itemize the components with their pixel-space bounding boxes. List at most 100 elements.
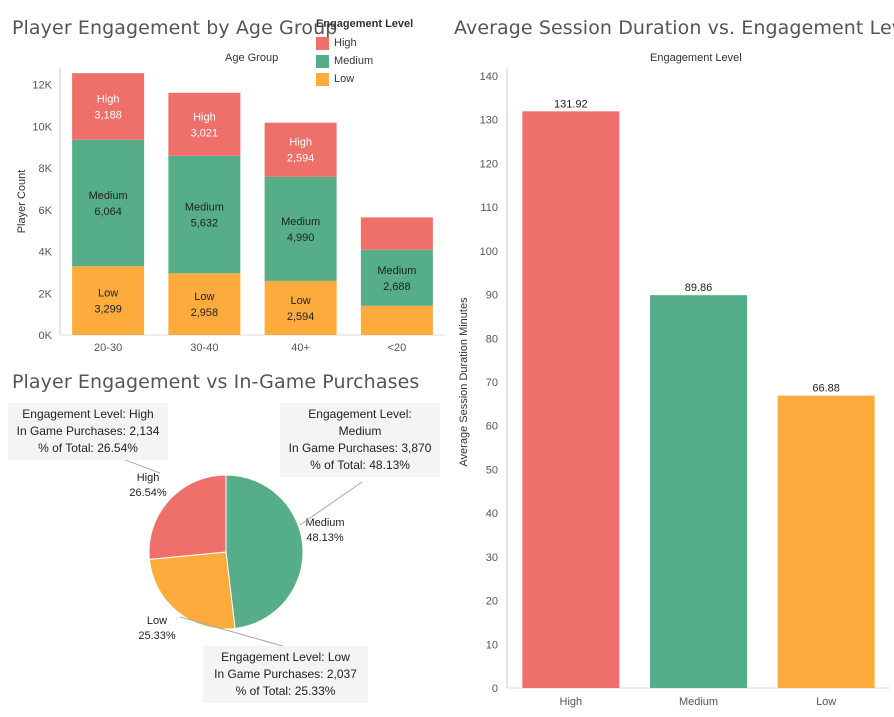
pie-label-category: High	[137, 472, 160, 484]
stacked-chart-title: Player Engagement by Age Group	[12, 17, 338, 39]
segment-label: Medium	[89, 190, 128, 202]
bar-20-30-medium[interactable]	[72, 139, 145, 267]
segment-label: Medium	[281, 216, 320, 228]
legend-swatch-low	[316, 72, 329, 86]
y-tick-label: 40	[486, 508, 498, 520]
segment-label: 2,594	[287, 311, 315, 323]
segment-label: High	[289, 137, 312, 149]
segment-label: High	[97, 93, 120, 105]
y-tick-label: 10K	[32, 121, 52, 133]
tooltip-line: In Game Purchases: 2,037	[214, 667, 357, 681]
legend-item-low[interactable]: Low	[316, 70, 413, 88]
tooltip-low: Engagement Level: Low In Game Purchases: …	[203, 646, 368, 703]
legend-title: Engagement Level	[316, 18, 414, 30]
tooltip-line: % of Total: 48.13%	[310, 458, 410, 472]
y-tick-label: 70	[486, 377, 498, 389]
pie-slice-low[interactable]	[148, 551, 236, 630]
y-tick-label: 130	[480, 115, 498, 127]
stacked-chart-subtitle: Age Group	[225, 52, 279, 64]
tooltip-high: Engagement Level: High In Game Purchases:…	[8, 403, 168, 460]
session-chart-title: Average Session Duration vs. Engagement …	[454, 17, 894, 39]
bar-high[interactable]	[522, 111, 620, 688]
y-tick-label: 0K	[39, 330, 53, 342]
segment-label: Low	[98, 288, 118, 300]
y-axis-label: Average Session Duration Minutes	[458, 297, 470, 467]
pie-label-category: Medium	[305, 517, 344, 529]
tooltip-line: Engagement Level: High	[22, 407, 154, 421]
bar-30-40-medium[interactable]	[168, 155, 241, 274]
x-tick-label: High	[560, 696, 583, 708]
legend-label-medium: Medium	[334, 55, 374, 67]
engagement-legend: Engagement Level High Medium Low	[316, 18, 413, 88]
tooltip-line: In Game Purchases: 2,134	[16, 424, 160, 438]
y-tick-label: 8K	[39, 163, 53, 175]
y-tick-label: 12K	[32, 80, 52, 92]
tooltip-line: In Game Purchases: 3,870	[288, 441, 432, 455]
bar-40-medium[interactable]	[264, 176, 337, 281]
bar-40-high[interactable]	[264, 122, 337, 177]
bar-30-40-low[interactable]	[168, 273, 241, 335]
y-tick-label: 2K	[39, 288, 53, 300]
legend-swatch-medium	[316, 54, 329, 68]
pie-label-category: Low	[147, 615, 167, 627]
tooltip-line: Engagement Level: Low	[221, 650, 350, 664]
legend-label-high: High	[334, 37, 357, 49]
value-label: 66.88	[812, 383, 840, 395]
y-tick-label: 0	[492, 683, 498, 695]
leader-line-medium	[299, 481, 363, 526]
x-tick-label: 30-40	[190, 342, 218, 354]
bar-20-high[interactable]	[360, 217, 433, 250]
pie-label-percent: 48.13%	[306, 532, 344, 544]
y-tick-label: 50	[486, 464, 498, 476]
x-tick-label: <20	[388, 342, 407, 354]
segment-label: Low	[194, 291, 214, 303]
bar-20-30-high[interactable]	[72, 73, 145, 140]
value-label: 131.92	[554, 98, 588, 110]
bar-40-low[interactable]	[264, 280, 337, 335]
value-label: 89.86	[685, 282, 713, 294]
segment-label: 2,594	[287, 153, 315, 165]
bar-low[interactable]	[777, 395, 875, 688]
pie-chart: Medium 48.13% Low 25.33% High 26.54%	[119, 457, 363, 648]
y-tick-label: 10	[486, 639, 498, 651]
x-tick-label: 40+	[291, 342, 310, 354]
tooltip-medium: Engagement Level: Medium In Game Purchases…	[280, 403, 440, 477]
leader-line-high	[119, 457, 161, 474]
pie-slice-high[interactable]	[148, 474, 227, 560]
legend-item-medium[interactable]: Medium	[316, 52, 413, 70]
session-duration-chart: 0 10 20 30 40 50 60 70 80 90 100 110 120 130 140 Averag…	[458, 68, 890, 708]
segment-label: 3,299	[94, 304, 122, 316]
y-tick-label: 140	[480, 71, 498, 83]
segment-label: 3,021	[191, 127, 219, 139]
segment-label: Low	[291, 295, 311, 307]
segment-label: 5,632	[191, 218, 219, 230]
segment-label: 2,958	[191, 307, 219, 319]
y-tick-label: 4K	[39, 247, 53, 259]
bar-20-low[interactable]	[360, 305, 433, 335]
legend-label-low: Low	[334, 73, 355, 85]
stacked-bar-chart: 0K 2K 4K 6K 8K 10K 12K Player Count 20-30 30-40 40…	[16, 68, 445, 354]
bar-medium[interactable]	[650, 295, 747, 688]
legend-item-high[interactable]: High	[316, 34, 413, 52]
segment-label: 2,688	[383, 281, 411, 293]
tooltip-line: Medium	[338, 424, 382, 438]
segment-label: 6,064	[94, 206, 122, 218]
y-tick-label: 60	[486, 421, 498, 433]
tooltip-line: % of Total: 25.33%	[235, 684, 336, 698]
pie-slice-medium[interactable]	[225, 474, 304, 630]
tooltip-line: % of Total: 26.54%	[38, 441, 138, 455]
leader-line-low	[179, 616, 287, 648]
x-tick-label: Medium	[679, 696, 718, 708]
bar-20-30-low[interactable]	[72, 266, 145, 335]
session-chart-subtitle: Engagement Level	[650, 52, 742, 64]
y-tick-label: 30	[486, 552, 498, 564]
y-tick-label: 6K	[39, 205, 53, 217]
bar-20-medium[interactable]	[360, 249, 433, 306]
segment-label: Medium	[185, 202, 224, 214]
pie-label-percent: 26.54%	[129, 487, 167, 499]
legend-swatch-high	[316, 36, 329, 50]
x-tick-label: Low	[816, 696, 836, 708]
bar-30-40-high[interactable]	[168, 92, 241, 156]
y-axis-label: Player Count	[16, 170, 28, 234]
y-tick-label: 20	[486, 596, 498, 608]
